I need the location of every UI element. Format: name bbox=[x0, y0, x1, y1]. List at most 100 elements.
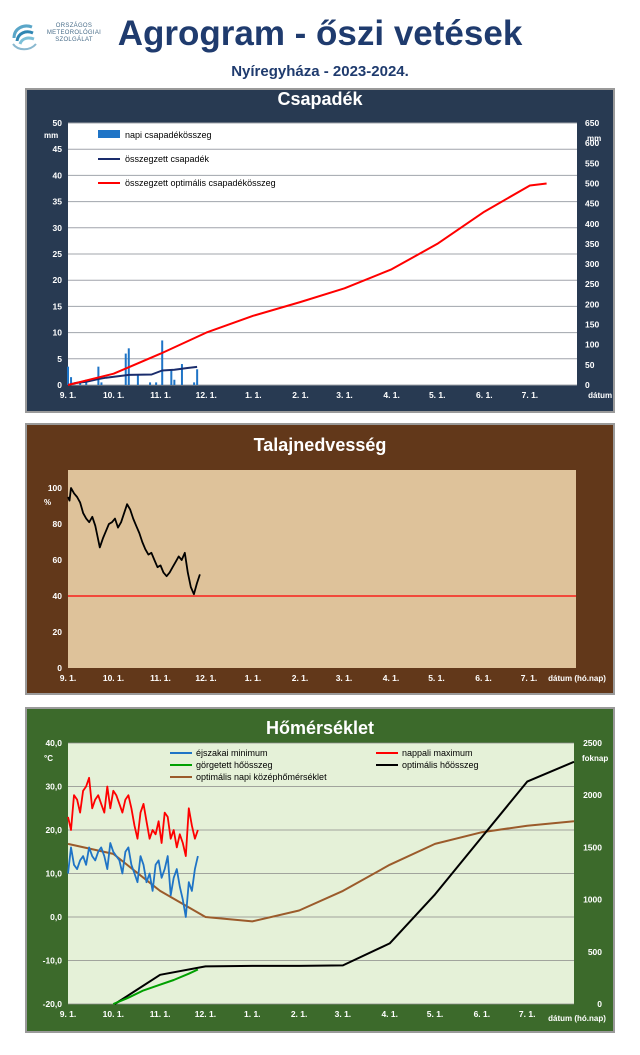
x-tick-label: 7. 1. bbox=[521, 673, 538, 683]
y-tick-label: 20 bbox=[53, 627, 63, 637]
y-tick-label: 30 bbox=[53, 223, 63, 233]
y-tick-label: 40,0 bbox=[45, 738, 62, 748]
precip-bar bbox=[136, 374, 139, 385]
x-tick-label: 5. 1. bbox=[427, 1009, 444, 1019]
y-tick-label: 40 bbox=[53, 170, 63, 180]
y-tick-label: 45 bbox=[53, 144, 63, 154]
x-tick-label: 9. 1. bbox=[60, 390, 77, 400]
x-tick-label: 7. 1. bbox=[519, 1009, 536, 1019]
rolling-heat-sum-line bbox=[112, 968, 199, 1005]
y-right-tick-label: 2000 bbox=[583, 790, 602, 800]
y-tick-label: -10,0 bbox=[43, 956, 63, 966]
temperature-title: Hőmérséklet bbox=[265, 718, 375, 738]
y-right-tick-label: 550 bbox=[585, 158, 599, 168]
y-tick-label: 10,0 bbox=[45, 869, 62, 879]
precip-bar bbox=[193, 382, 196, 385]
y-right-tick-label: 2500 bbox=[583, 738, 602, 748]
logo-text: ORSZÁGOS METEOROLÓGIAI SZOLGÁLAT bbox=[44, 23, 104, 44]
y-right-tick-label: 0 bbox=[585, 380, 590, 390]
x-tick-label: 3. 1. bbox=[336, 390, 353, 400]
y-right-tick-label: 100 bbox=[585, 340, 599, 350]
y-unit: % bbox=[44, 498, 51, 507]
x-tick-label: 2. 1. bbox=[292, 673, 309, 683]
legend-label: optimális hőösszeg bbox=[402, 760, 479, 770]
y-tick-label: 5 bbox=[57, 354, 62, 364]
y-tick-label: 80 bbox=[53, 519, 63, 529]
y-right-tick-label: 400 bbox=[585, 219, 599, 229]
logo-swirl-icon bbox=[12, 24, 37, 51]
y-right-tick-label: 500 bbox=[585, 178, 599, 188]
y-tick-label: 25 bbox=[53, 249, 63, 259]
precip-bar bbox=[97, 366, 100, 385]
y-right-tick-label: 0 bbox=[597, 999, 602, 1009]
y-tick-label: 0 bbox=[57, 663, 62, 673]
y-left-unit: mm bbox=[44, 131, 58, 140]
legend-swatch-bar bbox=[98, 130, 120, 138]
x-tick-label: 6. 1. bbox=[475, 673, 492, 683]
legend-label: görgetett hőösszeg bbox=[196, 760, 273, 770]
precip-bar bbox=[155, 382, 158, 385]
precipitation-chart: 5045403530252015105065060055050045040035… bbox=[44, 118, 613, 400]
day-max-line bbox=[67, 776, 199, 858]
logo-line: METEOROLÓGIAI bbox=[46, 30, 102, 36]
logo-line: ORSZÁGOS bbox=[55, 23, 93, 29]
y-right-tick-label: 300 bbox=[585, 259, 599, 269]
legend-label: napi csapadékösszeg bbox=[125, 130, 212, 140]
x-tick-label: 7. 1. bbox=[522, 390, 539, 400]
x-tick-label: 10. 1. bbox=[103, 673, 124, 683]
logo-line: SZOLGÁLAT bbox=[55, 37, 93, 43]
x-tick-label: 2. 1. bbox=[291, 1009, 308, 1019]
y-tick-label: 20,0 bbox=[45, 825, 62, 835]
y-tick-label: 30,0 bbox=[45, 782, 62, 792]
y-tick-label: 100 bbox=[48, 483, 62, 493]
y-right-tick-label: 450 bbox=[585, 199, 599, 209]
x-tick-label: 1. 1. bbox=[244, 1009, 261, 1019]
y-tick-label: 35 bbox=[53, 197, 63, 207]
soil-moisture-chart: 100 80 60 40 20 0% 9. 1. 10. 1. 11. 1. 12. 1. 1. 1… bbox=[44, 470, 606, 683]
temperature-panel: Hőmérséklet 40,0 30,0 20,0 10,0 0,0 -10,0 -20,… bbox=[25, 707, 615, 1033]
y-right-tick-label: 650 bbox=[585, 118, 599, 128]
x-tick-label: 6. 1. bbox=[476, 390, 493, 400]
legend-label: összegzett optimális csapadékösszeg bbox=[125, 178, 276, 188]
y-right-tick-label: 600 bbox=[585, 138, 599, 148]
y-tick-label: 50 bbox=[53, 118, 63, 128]
precip-bar bbox=[180, 364, 183, 385]
y-tick-label: 10 bbox=[53, 328, 63, 338]
optimal-precip-line bbox=[67, 182, 547, 386]
x-axis-label: dátum (hó.nap) bbox=[548, 674, 606, 683]
precip-bar bbox=[170, 369, 173, 385]
y-right-tick-label: 1500 bbox=[583, 842, 602, 852]
precip-bar bbox=[67, 366, 69, 385]
precip-bar bbox=[149, 382, 152, 385]
legend-label: éjszakai minimum bbox=[196, 748, 268, 758]
y-right-tick-label: 150 bbox=[585, 320, 599, 330]
y-right-tick-label: 250 bbox=[585, 279, 599, 289]
page-subtitle: Nyíregyháza - 2023-2024. bbox=[231, 63, 409, 80]
x-tick-label: 4. 1. bbox=[381, 1009, 398, 1019]
temperature-chart: 40,0 30,0 20,0 10,0 0,0 -10,0 -20,0 2500 2000 150… bbox=[43, 738, 609, 1023]
y-right-tick-label: 500 bbox=[588, 947, 602, 957]
x-tick-label: 12. 1. bbox=[196, 390, 217, 400]
x-tick-label: 1. 1. bbox=[245, 673, 262, 683]
x-tick-label: 10. 1. bbox=[103, 390, 124, 400]
x-tick-label: 5. 1. bbox=[428, 673, 445, 683]
x-tick-label: 11. 1. bbox=[150, 673, 171, 683]
soil-moisture-panel: Talajnedvesség 100 80 60 40 20 0% 9. 1. 10. 1. 1… bbox=[25, 423, 615, 695]
precip-bar bbox=[79, 382, 82, 385]
precip-bar bbox=[70, 377, 73, 385]
x-tick-label: 2. 1. bbox=[292, 390, 309, 400]
y-right-unit: foknap bbox=[582, 754, 608, 763]
y-tick-label: 0 bbox=[57, 380, 62, 390]
y-tick-label: 15 bbox=[53, 301, 63, 311]
x-tick-label: 4. 1. bbox=[383, 390, 400, 400]
x-tick-label: 4. 1. bbox=[383, 673, 400, 683]
omsz-logo: ORSZÁGOS METEOROLÓGIAI SZOLGÁLAT bbox=[10, 22, 120, 62]
night-min-line bbox=[67, 842, 199, 918]
precipitation-title: Csapadék bbox=[277, 89, 363, 109]
y-right-tick-label: 350 bbox=[585, 239, 599, 249]
y-tick-label: 20 bbox=[53, 275, 63, 285]
precip-bar bbox=[173, 379, 176, 385]
x-axis-label: dátum (hó.nap) bbox=[588, 391, 613, 400]
soil-moisture-title: Talajnedvesség bbox=[253, 435, 387, 455]
legend-label: összegzett csapadék bbox=[125, 154, 210, 164]
